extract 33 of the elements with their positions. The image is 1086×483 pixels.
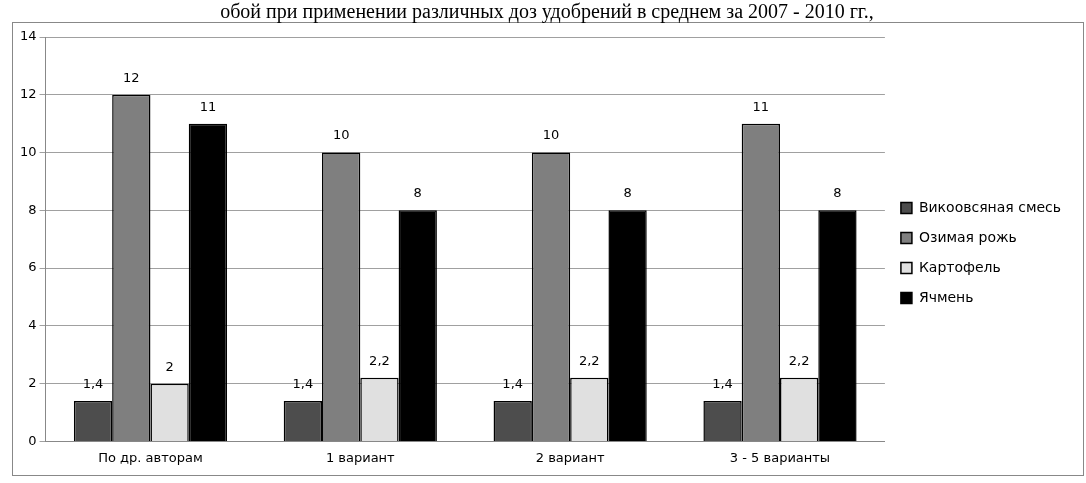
y-tick-label: 8 — [28, 201, 37, 217]
y-tick-label: 2 — [28, 375, 37, 390]
data-label: 11 — [199, 98, 217, 114]
data-label: 2,2 — [578, 352, 600, 368]
legend-label: Ячмень — [918, 288, 974, 305]
y-tick-label: 14 — [20, 28, 37, 44]
y-tick-label: 6 — [28, 259, 37, 275]
data-label: 2,2 — [369, 352, 390, 368]
legend-label: Викоовсяная смесь — [918, 198, 1062, 215]
x-tick-label: 2 вариант — [535, 449, 605, 465]
x-tick-label: 1 вариант — [325, 449, 396, 465]
data-label: 8 — [413, 185, 422, 201]
legend-label: Картофель — [918, 258, 1001, 275]
data-label: 10 — [332, 127, 350, 143]
data-label: 8 — [833, 185, 842, 201]
data-label: 11 — [752, 98, 770, 114]
data-label: 1,4 — [82, 375, 104, 391]
data-label: 1,4 — [292, 375, 314, 391]
x-tick-label: По др. авторам — [98, 449, 203, 465]
y-tick-label: 0 — [28, 432, 37, 448]
data-label: 10 — [542, 127, 560, 143]
data-label: 2,2 — [788, 352, 810, 368]
y-tick-label: 4 — [28, 317, 37, 333]
legend-label: Озимая рожь — [918, 228, 1017, 245]
data-label: 2 — [165, 358, 174, 374]
data-label: 12 — [123, 69, 140, 85]
data-label: 8 — [623, 185, 632, 201]
data-label: 1,4 — [502, 375, 524, 391]
y-tick-label: 12 — [20, 86, 37, 102]
chart-title: обой при применении различных доз удобрений в среднем за 2007 - 2010 гг., — [219, 0, 875, 22]
data-label: 1,4 — [712, 375, 733, 391]
x-tick-label: 3 - 5 варианты — [729, 449, 831, 465]
y-tick-label: 10 — [20, 143, 37, 159]
